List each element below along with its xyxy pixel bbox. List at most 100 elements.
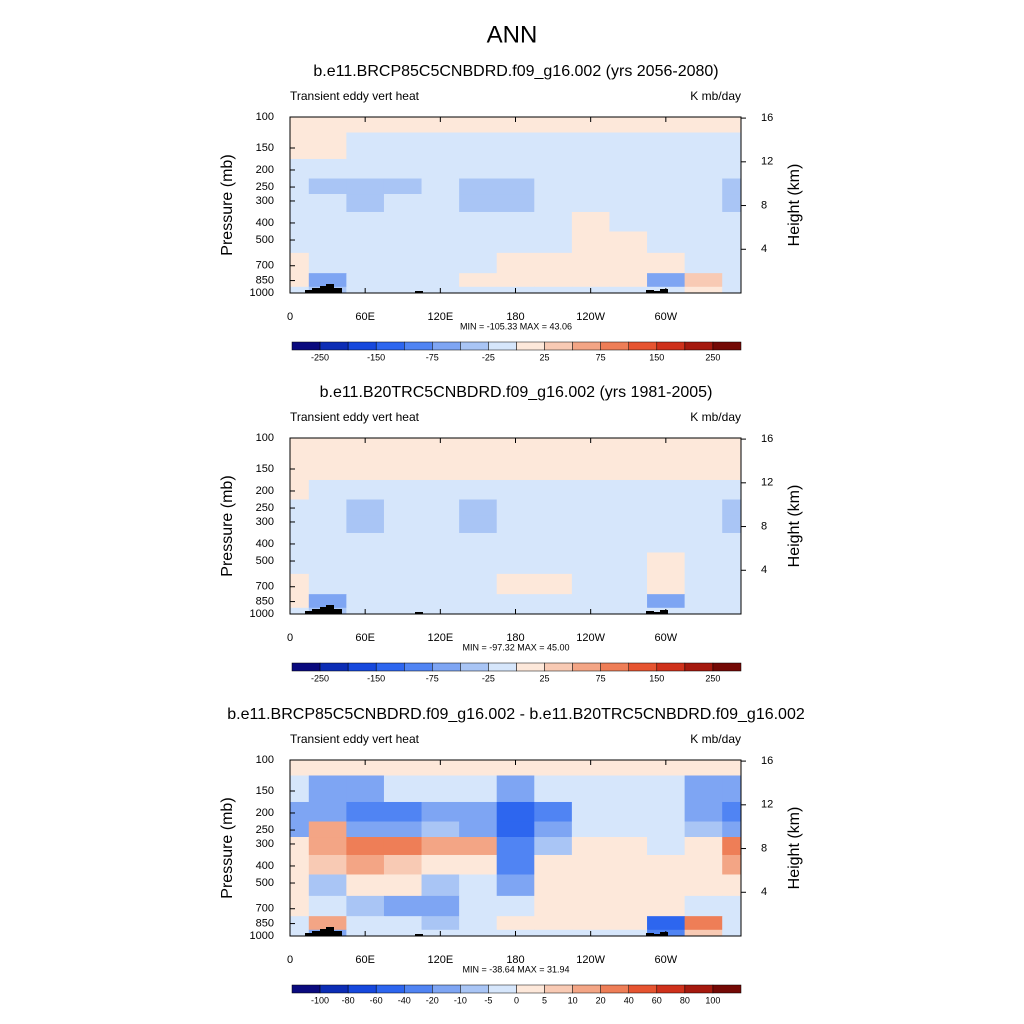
contour-cell [647, 895, 686, 917]
contour-cell [459, 594, 498, 609]
contour-cell [459, 573, 498, 595]
contour-cell [421, 194, 460, 213]
contour-cell [609, 594, 648, 609]
terrain [326, 927, 334, 936]
contour-cell [571, 594, 610, 609]
figure-title: ANN [487, 21, 538, 48]
contour-cell [609, 252, 648, 274]
contour-cell [346, 775, 385, 803]
colorbar-label: 150 [649, 352, 664, 362]
contour-cell [684, 532, 723, 553]
contour-cell [647, 252, 686, 274]
contour-cell [722, 821, 742, 838]
terrain [652, 612, 660, 614]
contour-cell [290, 594, 310, 609]
contour-cell [684, 573, 723, 595]
contour-cell [609, 607, 648, 615]
contour-cell [647, 117, 686, 133]
colorbar-box [572, 662, 601, 672]
contour-cell [609, 775, 648, 803]
contour-cell [722, 607, 742, 615]
contour-cell [571, 178, 610, 195]
contour-cell [290, 117, 310, 133]
y-tick-label: 1000 [250, 930, 274, 942]
contour-cell [647, 211, 686, 232]
contour-cell [534, 801, 573, 823]
colorbar-box [656, 662, 686, 672]
contour-cell [534, 874, 573, 897]
contour-cell [496, 821, 535, 838]
contour-cell [722, 117, 742, 133]
contour-cell [571, 760, 610, 776]
contour-cell [496, 273, 535, 288]
y2-tick-label: 4 [761, 886, 767, 898]
contour-cell [722, 286, 742, 294]
x-tick-label: 60W [655, 311, 678, 323]
contour-cell [459, 286, 498, 294]
left-label: Transient eddy vert heat [290, 89, 420, 103]
terrain [646, 611, 654, 614]
contour-cell [308, 760, 347, 776]
contour-cell [684, 874, 723, 897]
contour-cell [722, 775, 742, 803]
contour-cell [346, 916, 385, 931]
contour-cell [346, 211, 385, 232]
contour-cell [459, 775, 498, 803]
contour-cell [722, 837, 742, 856]
colorbar-box [432, 341, 461, 351]
contour-cell [534, 821, 573, 838]
contour-cell [534, 252, 573, 274]
contour-cell [346, 821, 385, 838]
colorbar-box [516, 662, 545, 672]
x-tick-label: 120W [576, 954, 605, 966]
contour-cell [459, 916, 498, 931]
contour-cell [421, 479, 460, 501]
contour-cell [459, 117, 498, 133]
contour-cell [496, 479, 535, 501]
contour-cell [421, 874, 460, 897]
contour-cell [571, 499, 610, 516]
contour-cell [647, 132, 686, 160]
colorbar-box [600, 341, 629, 351]
contour-cell [571, 573, 610, 595]
contour-cell [684, 837, 723, 856]
contour-cell [421, 178, 460, 195]
contour-cell [383, 231, 423, 254]
colorbar-box [712, 662, 742, 672]
contour-cell [290, 573, 310, 595]
contour-cell [571, 854, 610, 875]
contour-cell [290, 499, 310, 516]
contour-cell [684, 273, 723, 288]
contour-cell [647, 916, 686, 931]
colorbar-label: -80 [342, 995, 355, 1005]
y-tick-label: 700 [256, 260, 274, 272]
contour-cell [534, 438, 573, 454]
y2-tick-label: 8 [761, 520, 767, 532]
x-tick-label: 60E [355, 632, 375, 644]
y-tick-label: 300 [256, 195, 274, 207]
contour-cell [496, 117, 535, 133]
contour-cell [346, 132, 385, 160]
colorbar-box [347, 984, 377, 994]
contour-cell [346, 252, 385, 274]
contour-cell [290, 132, 310, 160]
contour-cell [308, 552, 347, 575]
colorbar-box [404, 341, 433, 351]
contour-cell [383, 211, 423, 232]
colorbar-label: -250 [311, 673, 329, 683]
contour-cell [290, 479, 310, 501]
colorbar-box [684, 341, 714, 351]
contour-cell [459, 499, 498, 516]
contour-cell [684, 231, 723, 254]
contour-cell [571, 453, 610, 481]
terrain [415, 612, 423, 614]
colorbar-box [404, 984, 433, 994]
colorbar-box [319, 984, 349, 994]
contour-cell [609, 515, 648, 534]
contour-cell [722, 532, 742, 553]
contour-cell [308, 895, 347, 917]
terrain [334, 288, 342, 293]
contour-cell [609, 854, 648, 875]
contour-cell [722, 453, 742, 481]
contour-cell [571, 916, 610, 931]
